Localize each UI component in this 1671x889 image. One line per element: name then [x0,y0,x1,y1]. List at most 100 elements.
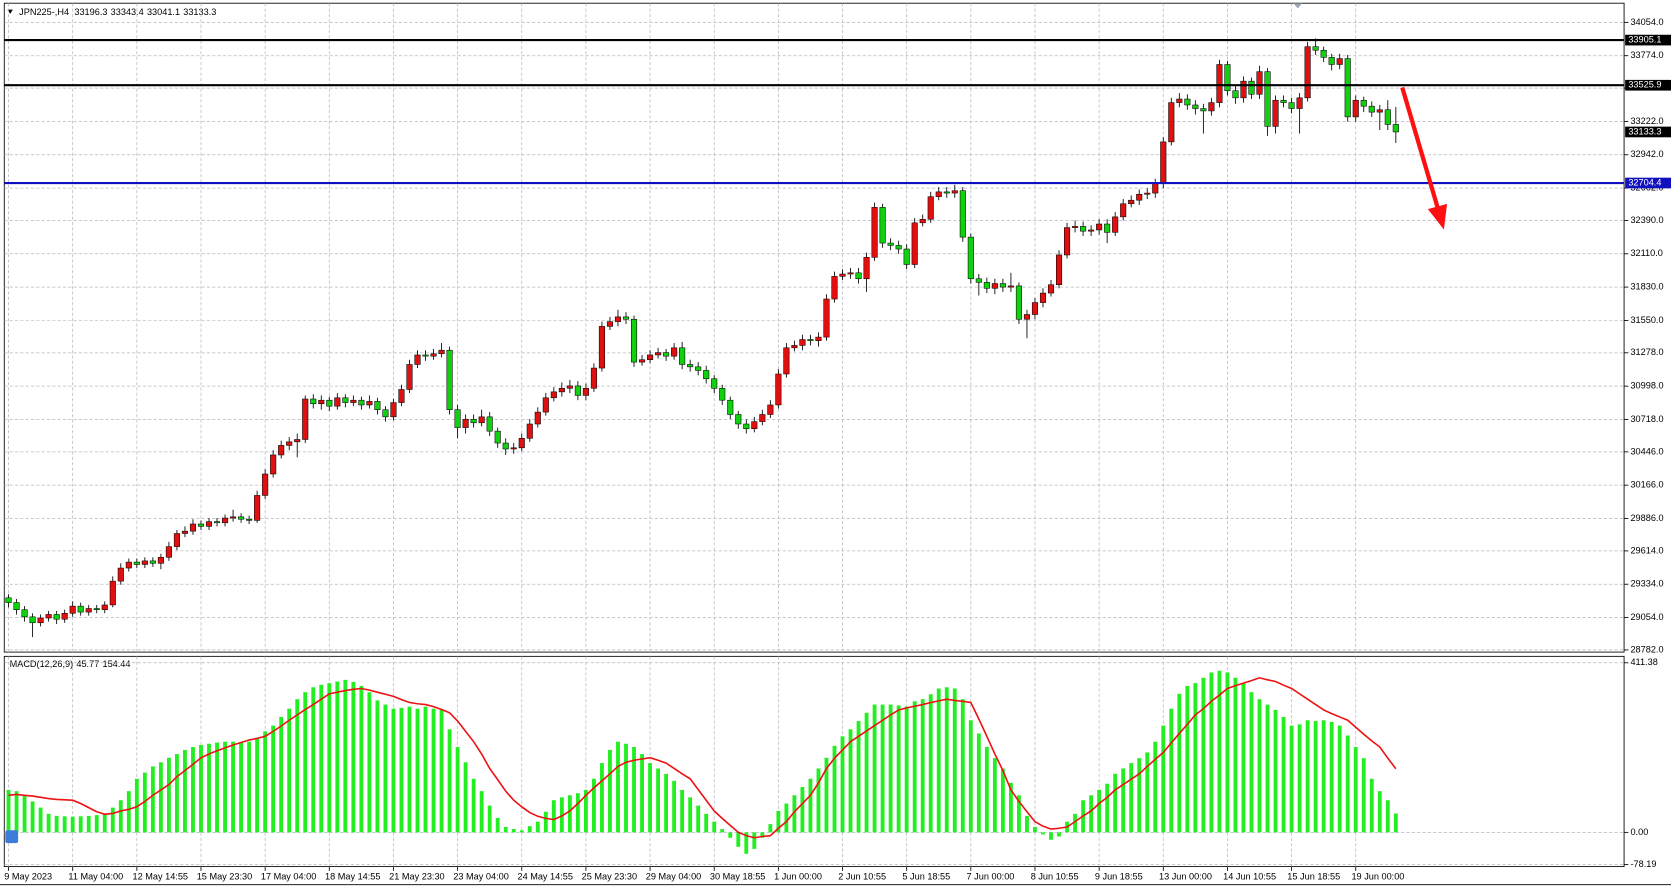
candle-body [735,414,742,425]
candle-body [398,389,405,403]
candle-body [1104,223,1111,233]
candle-body [173,533,180,547]
macd-bar [239,742,244,833]
macd-bar [704,813,709,833]
macd-bar [1201,677,1206,833]
candle-body [574,385,581,396]
macd-bar [920,699,925,833]
candle-body [189,523,197,532]
candle-body [687,364,694,368]
candle-body [679,347,686,365]
macd-bar [1361,758,1366,833]
x-tick-label: 15 Jun 18:55 [1287,872,1340,882]
macd-bar [1265,704,1270,833]
candle-body [1304,46,1311,99]
candle-body [975,278,982,283]
macd-bar [984,747,989,833]
x-tick-label: 19 Jun 00:00 [1351,872,1404,882]
macd-bar [199,744,203,833]
macd-bar [776,810,781,833]
macd-bar [624,743,628,833]
x-tick-label: 9 Jun 18:55 [1095,872,1143,882]
macd-bar [359,686,364,833]
candle-body [695,366,702,371]
macd-bar [231,741,235,833]
level-label: 33525.9 [1628,80,1661,90]
macd-bar [1297,724,1302,833]
macd-bar [968,720,973,833]
candle-body [1344,58,1351,118]
macd-bar [94,815,99,833]
candle-body [1296,97,1303,109]
y-tick-label: 31550.0 [1630,315,1663,325]
candle-body [141,560,148,565]
candle-body [751,421,758,430]
macd-bar [600,763,604,833]
candle-body [518,438,525,449]
candle-body [655,352,662,356]
macd-bar [720,829,725,833]
macd-bar [904,706,909,833]
autoscroll-icon[interactable] [5,830,19,844]
candle-body [1192,104,1199,109]
macd-bar [1233,677,1238,833]
macd-bar [527,826,532,833]
macd-bar [1305,720,1310,833]
macd-bar [888,704,893,833]
macd-bar [816,768,821,833]
candle-body [622,316,630,320]
macd-bar [30,801,35,833]
candle-body [390,402,397,418]
candle-body [1272,99,1279,127]
macd-bar [1369,778,1374,833]
candle-body [823,298,830,338]
macd-signal-value: 154.44 [102,659,130,669]
macd-bar [840,736,845,833]
candle-body [999,283,1006,288]
macd-bar [391,708,396,833]
candle-body [109,580,116,606]
candle-body [366,401,373,406]
candle-body [462,418,469,428]
candle-body [1136,193,1143,201]
macd-bar [255,737,260,833]
candle-body [582,388,589,396]
macd-bar [992,758,997,833]
chart-header: JPN225-,H4 33196.3 33343.4 33041.1 33133.3 [19,7,216,17]
macd-bar [760,832,765,838]
candle-body [1160,141,1167,184]
macd-bar [1008,782,1013,833]
y-tick-label: 30446.0 [1630,446,1663,456]
candle-body [1360,99,1367,107]
candle-body [13,602,20,610]
level-label-box [1625,177,1671,189]
candle-body [414,354,421,365]
candle-body [1336,58,1343,65]
macd-bar [1073,813,1077,833]
y-tick-label: 30166.0 [1630,480,1663,490]
macd-bar [872,704,877,833]
macd-bar [78,816,83,833]
candle-body [542,397,549,413]
y-tick-label: 34054.0 [1630,17,1663,27]
y-tick-label: 33222.0 [1630,116,1663,126]
macd-bar [70,816,75,833]
macd-bar [1113,773,1118,833]
macd-bar [463,762,468,833]
candle-body [77,605,84,613]
macd-bar [207,743,211,833]
macd-bar [567,795,572,833]
macd-bar [1385,800,1390,833]
x-tick-label: 7 Jun 00:00 [967,872,1015,882]
macd-bar [495,817,500,833]
macd-bar [792,795,797,833]
header-close: 33133.3 [183,7,216,17]
down-arrow-shaft [1400,86,1440,208]
candle-body [125,561,132,569]
macd-bar [1017,795,1021,833]
price-panel [3,2,1625,653]
level-label: 33905.1 [1628,35,1661,45]
x-tick-label: 11 May 04:00 [68,872,123,882]
candle-body [534,411,541,425]
